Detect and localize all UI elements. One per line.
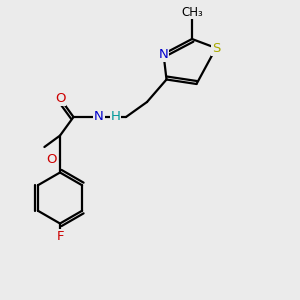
- Text: S: S: [212, 41, 220, 55]
- Text: H: H: [111, 110, 120, 124]
- Text: O: O: [55, 92, 65, 105]
- Text: N: N: [94, 110, 104, 124]
- Text: O: O: [46, 153, 57, 166]
- Text: N: N: [159, 47, 168, 61]
- Text: CH₃: CH₃: [181, 5, 203, 19]
- Text: F: F: [56, 230, 64, 244]
